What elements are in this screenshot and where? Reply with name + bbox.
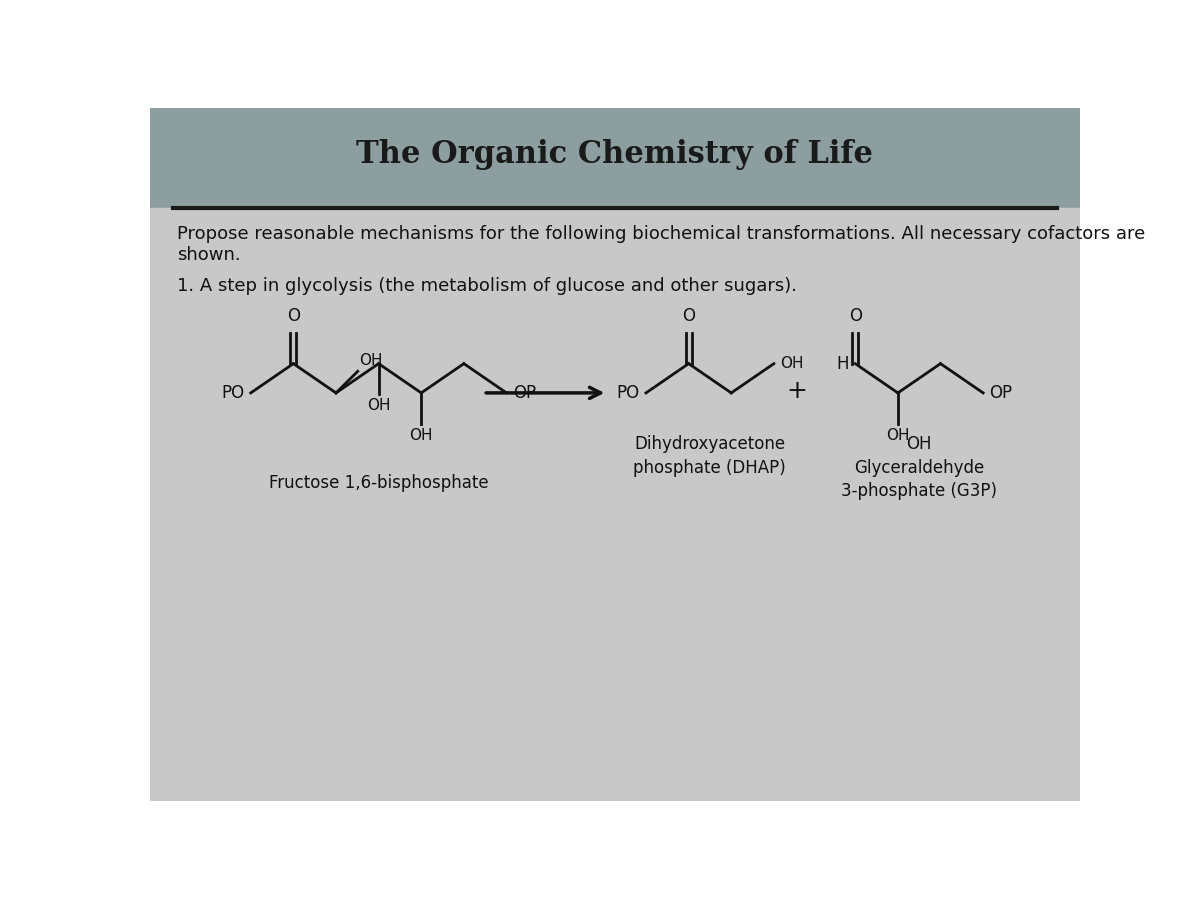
Text: O: O	[848, 307, 862, 325]
Text: OH: OH	[359, 354, 383, 368]
Text: The Organic Chemistry of Life: The Organic Chemistry of Life	[356, 139, 874, 170]
Text: OH: OH	[780, 356, 804, 371]
Text: OP: OP	[512, 384, 536, 402]
Bar	[150, 208, 1080, 801]
Bar	[150, 108, 1080, 208]
Text: O: O	[682, 307, 695, 325]
Text: Fructose 1,6-bisphosphate: Fructose 1,6-bisphosphate	[269, 473, 488, 491]
Text: PO: PO	[617, 384, 640, 402]
Text: H: H	[836, 355, 850, 373]
Text: PO: PO	[222, 384, 245, 402]
Text: OH: OH	[409, 428, 433, 443]
Text: OH: OH	[367, 399, 390, 413]
Text: Dihydroxyacetone
phosphate (DHAP): Dihydroxyacetone phosphate (DHAP)	[634, 436, 786, 477]
Text: OH
Glyceraldehyde
3-phosphate (G3P): OH Glyceraldehyde 3-phosphate (G3P)	[841, 436, 997, 500]
Text: Propose reasonable mechanisms for the following biochemical transformations. All: Propose reasonable mechanisms for the fo…	[178, 225, 1145, 264]
Text: O: O	[287, 307, 300, 325]
Text: OP: OP	[989, 384, 1013, 402]
Text: +: +	[787, 380, 808, 403]
Text: 1. A step in glycolysis (the metabolism of glucose and other sugars).: 1. A step in glycolysis (the metabolism …	[178, 277, 797, 295]
Text: OH: OH	[886, 428, 910, 443]
